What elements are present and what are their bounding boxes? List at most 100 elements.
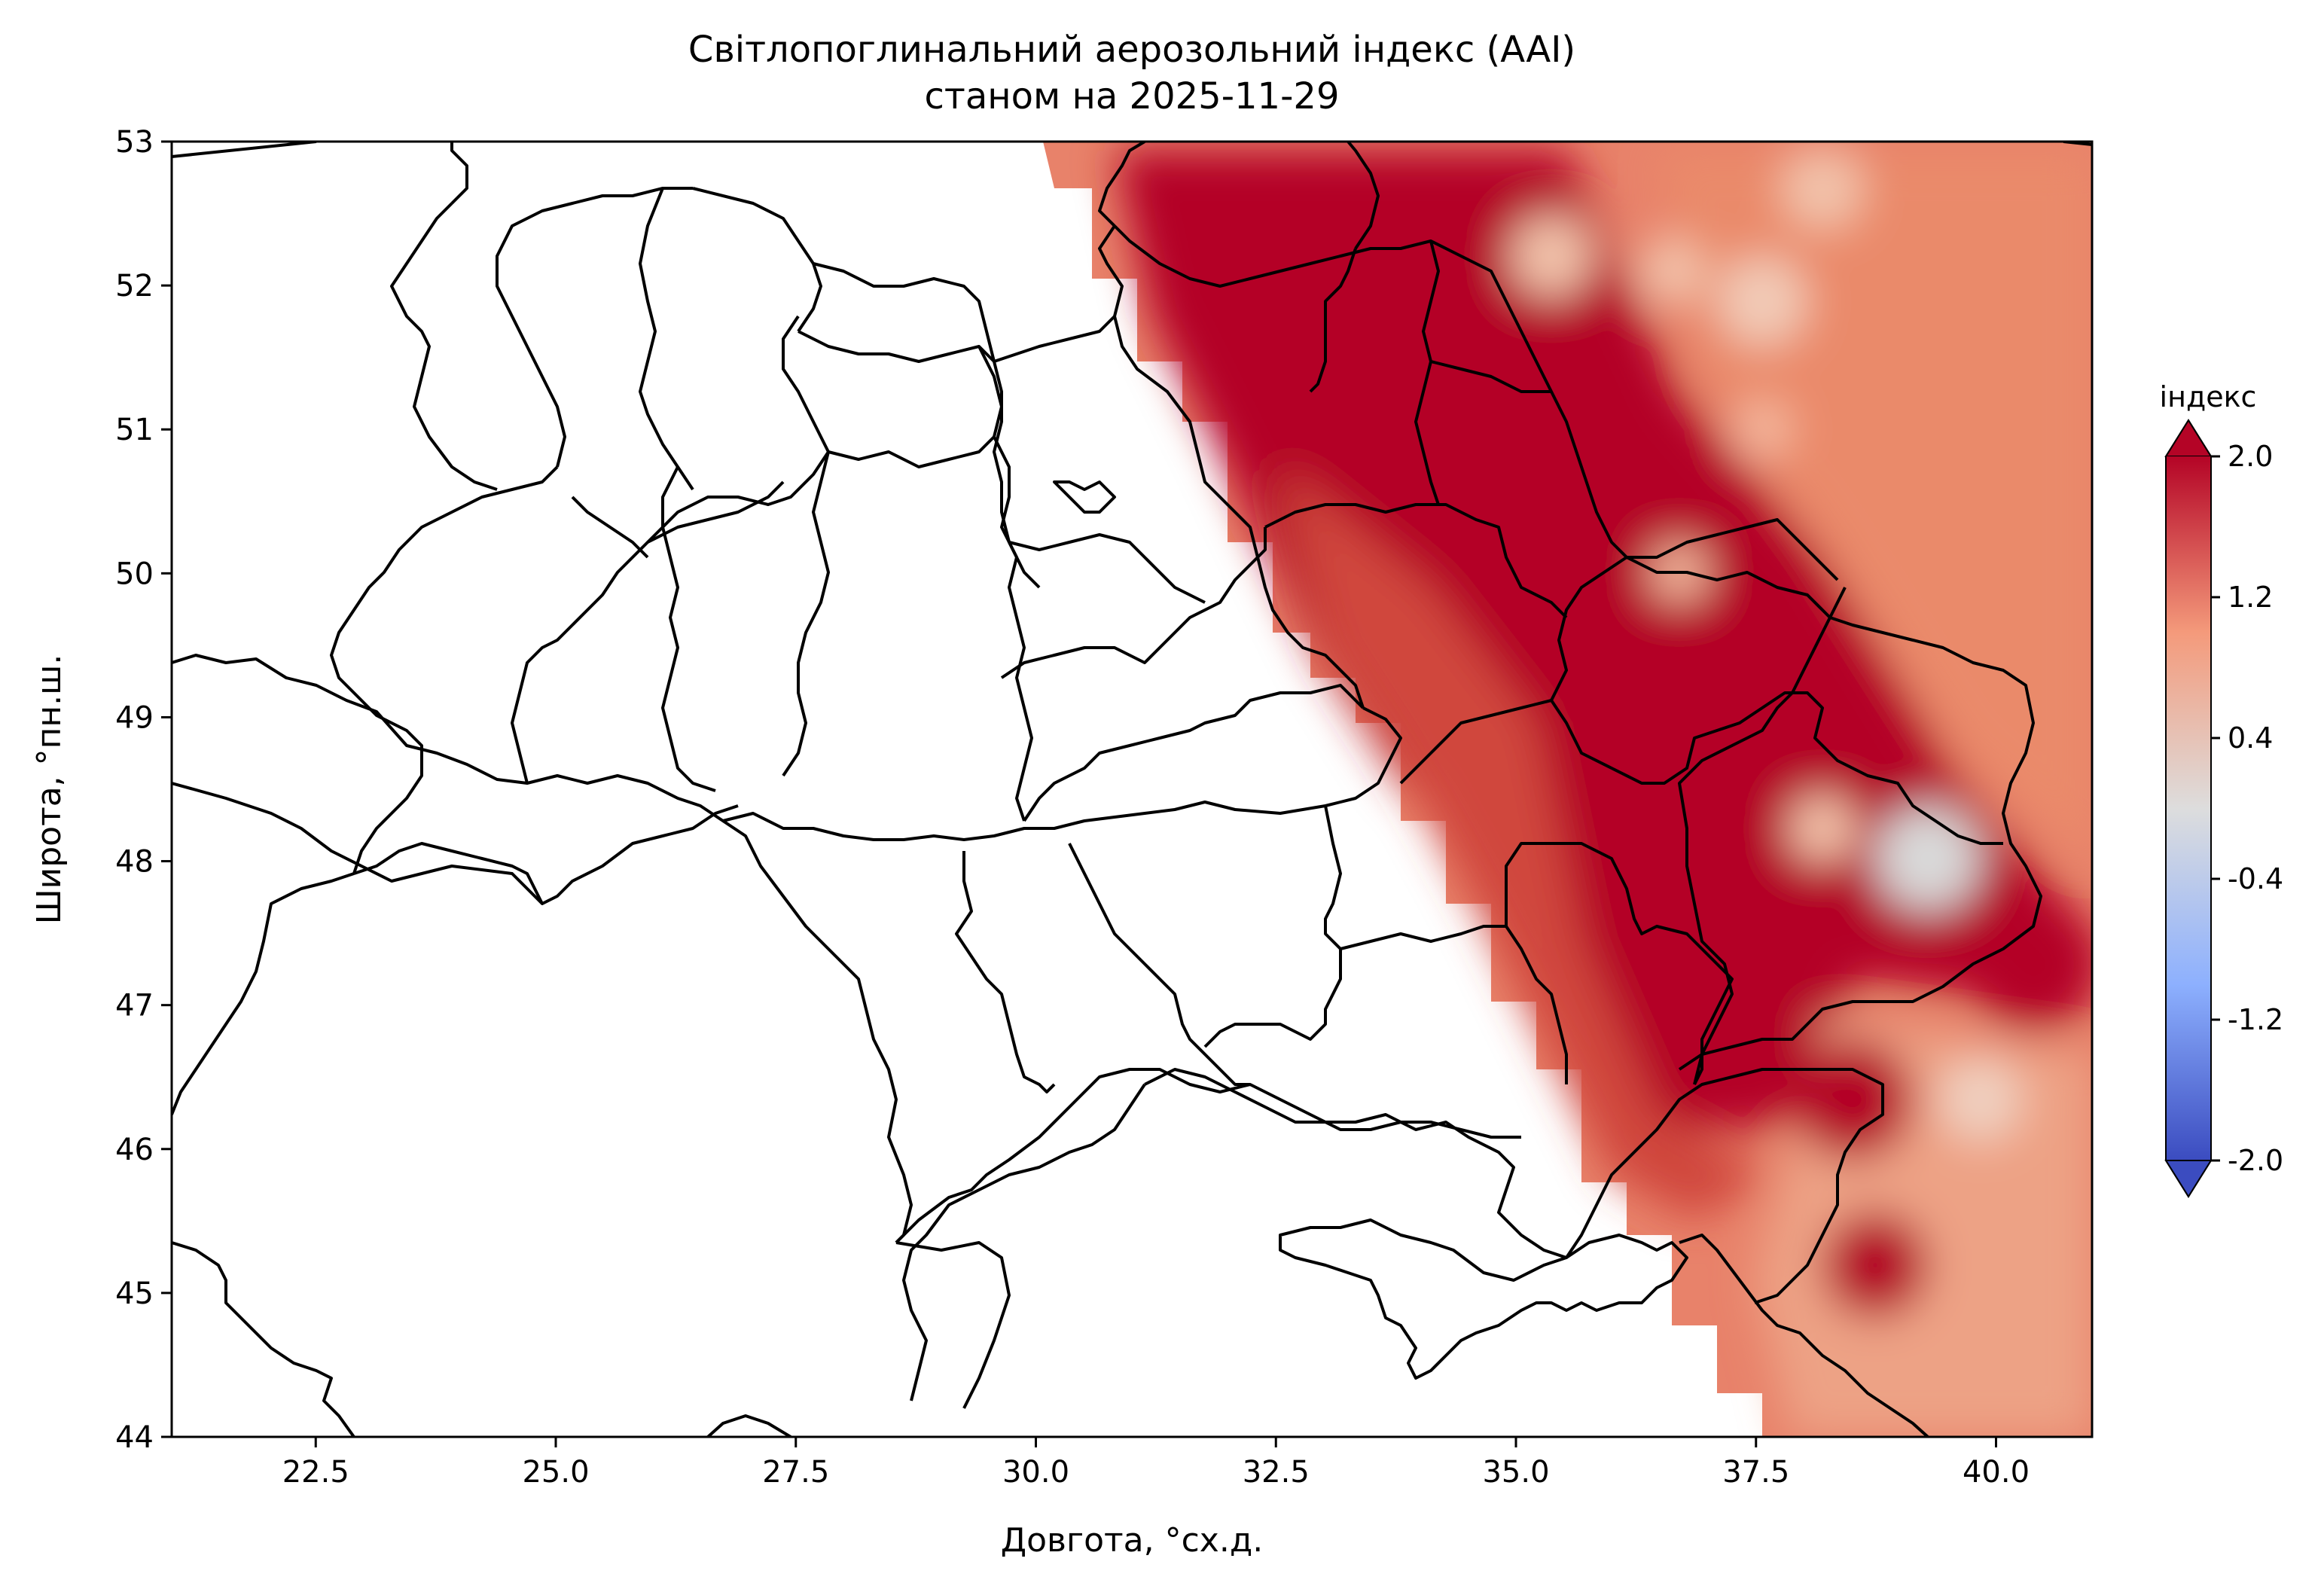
oblast-border — [1053, 480, 1116, 514]
aai-low-spot — [1875, 806, 1981, 911]
oblast-border — [782, 451, 830, 777]
aai-field — [1043, 142, 2092, 1437]
x-axis-label: Довгота, °сх.д. — [1001, 1521, 1263, 1560]
oblast-border — [1023, 684, 1365, 822]
oblast-border — [571, 496, 649, 559]
colorbar-label: індекс — [2160, 380, 2257, 413]
oblast-border — [511, 480, 785, 784]
oblast-border — [450, 142, 468, 205]
aai-low-spot — [1789, 794, 1856, 862]
y-tick-label: 45 — [115, 1276, 154, 1311]
country-border — [172, 654, 1402, 841]
oblast-border — [1791, 587, 1847, 694]
y-tick-label: 52 — [115, 269, 154, 303]
aai-low-spot — [1781, 147, 1864, 230]
country-border — [895, 1068, 1521, 1244]
oblast-border — [1203, 805, 1342, 1048]
oblast-border — [661, 466, 716, 792]
x-tick-label: 22.5 — [282, 1455, 349, 1490]
country-border — [172, 782, 739, 905]
colorbar-tick-label: -0.4 — [2228, 862, 2283, 895]
aai-high-band — [1115, 151, 2086, 1130]
oblast-border — [330, 465, 559, 874]
aai-smoothed-layer — [1115, 147, 2092, 1437]
country-border — [706, 1414, 792, 1437]
y-tick-label: 44 — [115, 1420, 154, 1455]
y-tick-label: 47 — [115, 989, 154, 1023]
oblast-border — [1678, 691, 1794, 1085]
oblast-border — [1068, 843, 1250, 1086]
coastline — [1679, 1234, 1929, 1437]
oblast-border — [1309, 248, 1357, 393]
country-border — [1098, 224, 1365, 709]
colorbar: індекс 2.0 1.2 0.4 -0.4 -1.2 -2.0 — [2160, 380, 2283, 1198]
colorbar-ticks: 2.0 1.2 0.4 -0.4 -1.2 -2.0 — [2211, 440, 2283, 1177]
y-axis-label: Широта, °пн.ш. — [30, 654, 69, 925]
colorbar-gradient — [2166, 456, 2211, 1160]
x-tick-label: 35.0 — [1482, 1455, 1549, 1490]
x-tick-label: 32.5 — [1243, 1455, 1310, 1490]
oblast-border — [353, 842, 544, 904]
aai-low-spot — [1732, 399, 1792, 459]
oblast-border — [1505, 842, 1734, 1085]
coastline — [1144, 1068, 1884, 1304]
aai-low-spot — [1717, 256, 1807, 346]
oblast-border — [1399, 691, 2003, 845]
oblast-border — [639, 188, 694, 491]
aai-low-spot — [1638, 237, 1706, 305]
aai-low-spot — [1510, 215, 1593, 297]
moldova-border — [721, 819, 913, 1244]
oblast-border — [1550, 518, 1839, 701]
colorbar-tick-label: 1.2 — [2228, 581, 2273, 614]
oblast-border — [993, 436, 1033, 822]
oblast-border — [1430, 360, 1551, 393]
y-tick-label: 53 — [115, 125, 154, 160]
x-tick-label: 27.5 — [762, 1455, 829, 1490]
aai-hotspot — [1966, 896, 2092, 1032]
y-axis: 53 52 51 50 49 48 47 46 45 44 — [115, 125, 172, 1455]
crimea-coastline — [1279, 1218, 1688, 1380]
oblast-border — [798, 330, 996, 363]
colorbar-tick-label: -1.2 — [2228, 1003, 2283, 1036]
country-border — [895, 1241, 1011, 1409]
y-tick-label: 50 — [115, 557, 154, 591]
oblast-border — [1414, 240, 1440, 505]
oblast-border — [692, 187, 822, 333]
x-axis: 22.5 25.0 27.5 30.0 32.5 35.0 37.5 40.0 — [282, 1437, 2030, 1490]
y-tick-label: 46 — [115, 1133, 154, 1167]
x-tick-label: 37.5 — [1722, 1455, 1789, 1490]
oblast-border — [813, 262, 996, 362]
y-tick-label: 49 — [115, 700, 154, 735]
colorbar-tick-label: 0.4 — [2228, 721, 2273, 755]
oblast-border — [496, 187, 693, 468]
aai-low-spot — [1939, 1058, 2022, 1141]
oblast-border — [390, 202, 498, 491]
x-tick-label: 40.0 — [1963, 1455, 2030, 1490]
borders — [172, 142, 2092, 1437]
oblast-border — [1098, 142, 1146, 227]
map-title: Світлопоглинальний аерозольний індекс (A… — [688, 29, 1575, 71]
oblast-border — [1008, 533, 1206, 604]
colorbar-extend-max — [2164, 419, 2213, 457]
oblast-border — [828, 346, 1003, 468]
aai-hotspot — [1822, 1212, 1928, 1318]
oblast-border — [646, 315, 830, 544]
y-tick-label: 51 — [115, 413, 154, 447]
colorbar-extend-min — [2164, 1160, 2213, 1198]
country-border — [1113, 224, 2042, 1071]
oblast-border — [993, 361, 1041, 589]
oblast-border — [1347, 142, 1380, 250]
country-border — [172, 872, 355, 1115]
oblast-border — [955, 851, 1056, 1093]
oblast-border — [1264, 503, 1568, 619]
axes-frame — [170, 140, 2094, 1438]
map-subtitle: станом на 2025-11-29 — [925, 75, 1340, 117]
country-border — [172, 1241, 355, 1437]
colorbar-tick-label: -2.0 — [2228, 1144, 2283, 1177]
y-tick-label: 48 — [115, 845, 154, 880]
x-tick-label: 25.0 — [522, 1455, 589, 1490]
coastline — [902, 1083, 1146, 1401]
oblast-border — [1000, 527, 1267, 679]
